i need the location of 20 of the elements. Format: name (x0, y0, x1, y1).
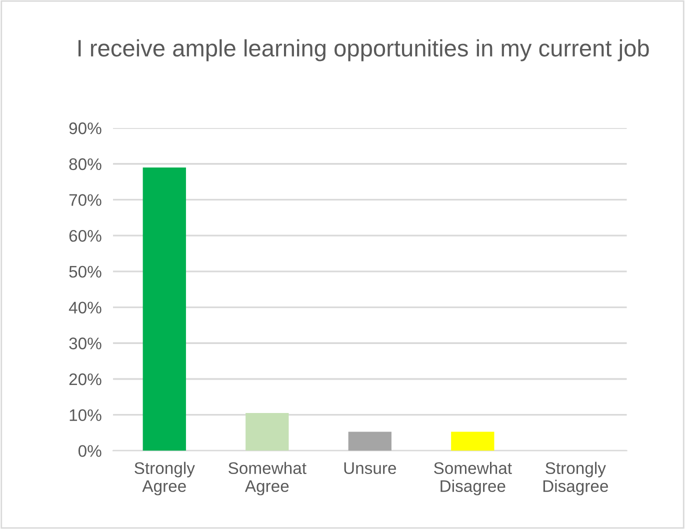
y-tick-label: 90% (69, 122, 102, 134)
bar (348, 432, 392, 451)
y-tick-label: 80% (69, 158, 102, 170)
y-tick-label: 60% (69, 230, 102, 242)
y-tick-label: 20% (69, 373, 102, 386)
chart-title: I receive ample learning opportunities in my current job (78, 39, 649, 62)
y-tick-label: 40% (68, 302, 102, 314)
bar (451, 432, 494, 451)
bar (142, 167, 186, 451)
y-tick-label: 30% (69, 338, 102, 350)
x-tick-label: Unsure (344, 462, 396, 474)
bar (246, 413, 289, 451)
y-tick-label: 0% (78, 445, 102, 457)
x-tick-label: Somewhat Disagree (434, 462, 512, 496)
x-tick-label: Somewhat Agree (228, 462, 306, 496)
x-tick-label: Strongly Agree (134, 462, 195, 496)
y-tick-label: 70% (69, 194, 102, 206)
x-tick-label: Strongly Disagree (543, 462, 608, 496)
y-tick-label: 10% (70, 409, 102, 422)
y-tick-label: 50% (69, 266, 102, 278)
